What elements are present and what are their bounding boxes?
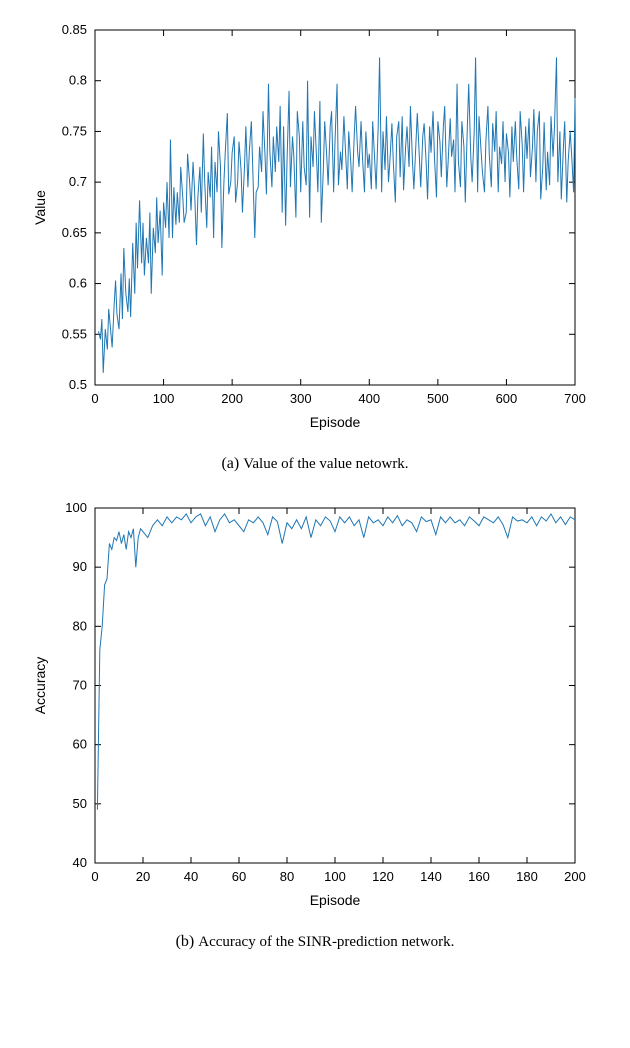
chart-a-container: 0 100 200 300 400 500 600 700 0.5 0.55 0.6 0.65 0.7 0… bbox=[20, 20, 610, 440]
svg-text:60: 60 bbox=[232, 869, 246, 884]
svg-text:300: 300 bbox=[290, 391, 312, 406]
svg-text:0: 0 bbox=[91, 391, 98, 406]
svg-text:100: 100 bbox=[65, 500, 87, 515]
svg-text:40: 40 bbox=[73, 855, 87, 870]
value-chart: 0 100 200 300 400 500 600 700 0.5 0.55 0.6 0.65 0.7 0… bbox=[20, 20, 600, 440]
svg-text:0.7: 0.7 bbox=[69, 174, 87, 189]
svg-text:60: 60 bbox=[73, 737, 87, 752]
svg-text:Value: Value bbox=[32, 190, 48, 225]
svg-text:Episode: Episode bbox=[310, 414, 361, 430]
svg-text:Accuracy: Accuracy bbox=[32, 657, 48, 715]
svg-text:200: 200 bbox=[564, 869, 586, 884]
svg-text:70: 70 bbox=[73, 678, 87, 693]
svg-text:90: 90 bbox=[73, 559, 87, 574]
svg-text:0.85: 0.85 bbox=[62, 22, 87, 37]
svg-text:180: 180 bbox=[516, 869, 538, 884]
accuracy-chart: 0 20 40 60 80 100 120 140 160 180 200 40 50 60 70 80 90 1… bbox=[20, 498, 600, 918]
caption-a: (a) Value of the value netowrk. bbox=[20, 455, 610, 473]
caption-b-text: Accuracy of the SINR-prediction network. bbox=[198, 934, 454, 950]
svg-text:0.75: 0.75 bbox=[62, 123, 87, 138]
svg-text:0.55: 0.55 bbox=[62, 326, 87, 341]
svg-text:0.6: 0.6 bbox=[69, 276, 87, 291]
svg-text:600: 600 bbox=[496, 391, 518, 406]
svg-text:140: 140 bbox=[420, 869, 442, 884]
svg-text:80: 80 bbox=[73, 618, 87, 633]
svg-text:100: 100 bbox=[153, 391, 175, 406]
caption-b-letter: (b) bbox=[176, 933, 195, 950]
svg-text:0.65: 0.65 bbox=[62, 225, 87, 240]
svg-text:700: 700 bbox=[564, 391, 586, 406]
chart-b-container: 0 20 40 60 80 100 120 140 160 180 200 40 50 60 70 80 90 1… bbox=[20, 498, 610, 918]
svg-text:0.8: 0.8 bbox=[69, 73, 87, 88]
svg-text:500: 500 bbox=[427, 391, 449, 406]
svg-text:400: 400 bbox=[358, 391, 380, 406]
svg-text:0: 0 bbox=[91, 869, 98, 884]
caption-a-text: Value of the value netowrk. bbox=[243, 456, 408, 472]
svg-text:80: 80 bbox=[280, 869, 294, 884]
svg-text:120: 120 bbox=[372, 869, 394, 884]
svg-text:20: 20 bbox=[136, 869, 150, 884]
svg-text:50: 50 bbox=[73, 796, 87, 811]
caption-a-letter: (a) bbox=[221, 455, 239, 472]
svg-text:200: 200 bbox=[221, 391, 243, 406]
caption-b: (b) Accuracy of the SINR-prediction netw… bbox=[20, 933, 610, 951]
svg-text:160: 160 bbox=[468, 869, 490, 884]
svg-text:100: 100 bbox=[324, 869, 346, 884]
svg-text:0.5: 0.5 bbox=[69, 377, 87, 392]
svg-text:Episode: Episode bbox=[310, 892, 361, 908]
svg-text:40: 40 bbox=[184, 869, 198, 884]
